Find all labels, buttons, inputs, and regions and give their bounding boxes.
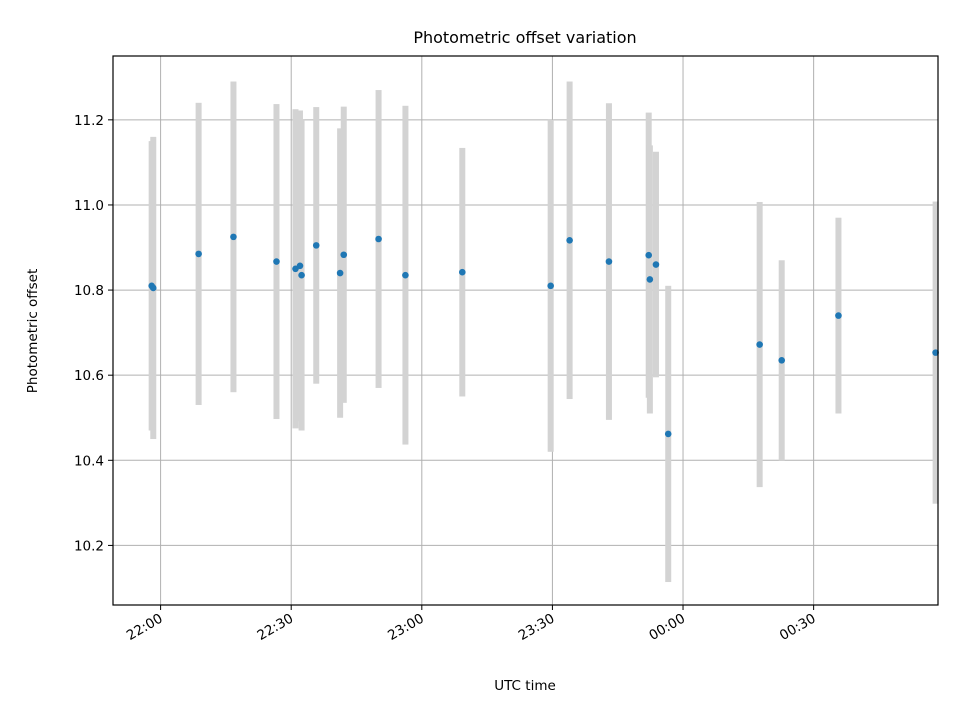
data-point [312,242,320,249]
y-tick-label: 10.6 [74,368,104,384]
data-point [195,250,202,258]
data-point [340,251,348,259]
data-points [148,233,939,438]
x-tick-label: 22:30 [255,611,297,644]
data-point [230,233,237,241]
data-point [402,271,409,279]
data-point [298,271,305,279]
data-point [149,284,157,292]
x-tick-label: 22:00 [124,611,166,644]
x-tick-label: 00:00 [646,611,688,644]
data-point [375,235,382,243]
grid-lines [113,56,938,605]
data-point [296,262,304,270]
x-tick-label: 23:30 [516,611,558,644]
data-point [566,236,573,244]
y-tick-label: 11.2 [74,113,104,129]
data-point [459,268,466,276]
data-point [652,261,660,268]
y-tick-label: 11.0 [74,198,104,214]
data-point [664,430,672,438]
data-point [756,341,763,348]
data-point [778,356,786,364]
y-tick-label: 10.2 [74,538,104,554]
x-axis-label: UTC time [494,678,556,694]
data-point [605,258,613,265]
axis-ticks: 22:00 22:30 23:00 23:30 00:00 00:30 10.2 10.4 10… [74,113,819,644]
data-point [547,282,554,290]
data-point [645,251,653,259]
plot-frame [112,55,939,606]
y-tick-label: 10.8 [74,283,104,299]
x-tick-label: 23:00 [385,611,427,644]
y-axis-label: Photometric offset [25,269,41,393]
error-bars [148,81,939,583]
y-tick-label: 10.4 [74,453,104,469]
data-point [273,258,280,265]
chart-title: Photometric offset variation [413,28,636,47]
data-point [336,269,344,277]
data-point [932,349,939,356]
data-point [835,312,842,319]
data-point [646,276,654,283]
x-tick-label: 00:30 [777,611,819,644]
